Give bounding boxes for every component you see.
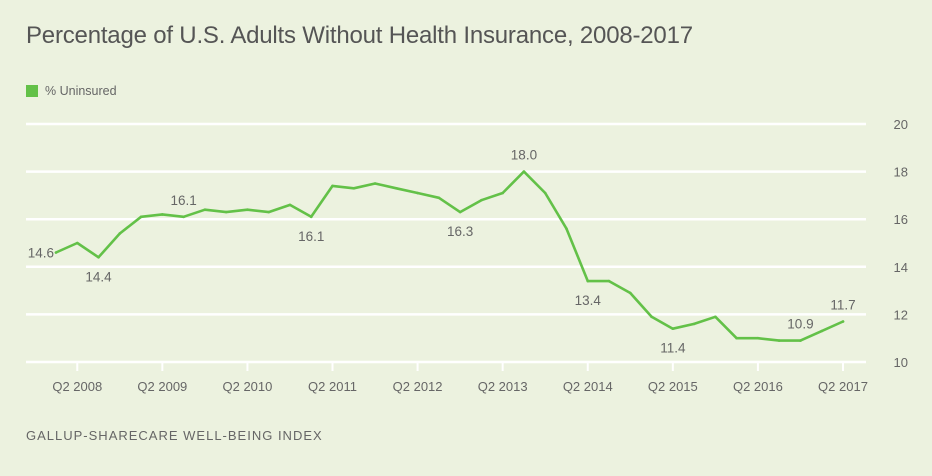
data-point xyxy=(373,182,377,185)
data-point xyxy=(118,232,122,235)
data-point xyxy=(458,210,462,214)
data-point xyxy=(628,291,632,295)
series-group xyxy=(54,170,845,342)
data-point xyxy=(331,184,334,188)
x-tick-label: Q2 2013 xyxy=(478,379,528,394)
data-label: 16.1 xyxy=(170,193,196,208)
data-point xyxy=(714,315,717,319)
data-label: 11.7 xyxy=(830,298,855,313)
legend-swatch xyxy=(26,85,38,97)
x-axis: Q2 2008 Q2 2009 Q2 2010 Q2 2011 Q2 2012 Q2 20… xyxy=(52,362,868,394)
data-point xyxy=(799,339,802,342)
source-note: GALLUP-SHARECARE WELL-BEING INDEX xyxy=(26,428,323,443)
data-point xyxy=(543,191,547,195)
data-point xyxy=(586,279,590,283)
y-axis: 10 12 14 16 18 20 xyxy=(894,117,908,370)
x-tick-label: Q2 2012 xyxy=(393,379,443,394)
data-label: 16.3 xyxy=(447,224,473,239)
x-tick-label: Q2 2014 xyxy=(563,379,613,394)
data-point xyxy=(692,322,696,326)
gridlines xyxy=(26,122,866,364)
series-line-uninsured xyxy=(54,170,845,342)
data-point xyxy=(777,339,781,342)
data-point xyxy=(480,198,483,202)
data-labels: 14.6 14.4 16.1 16.1 16.3 18.0 13.4 11.4 10.9 11.7 xyxy=(28,148,856,356)
data-label: 18.0 xyxy=(511,148,537,163)
data-point xyxy=(671,327,675,330)
data-point xyxy=(203,208,207,211)
legend: % Uninsured xyxy=(26,84,117,98)
data-point xyxy=(97,255,100,259)
data-point xyxy=(246,208,249,211)
data-point xyxy=(416,191,419,195)
data-point xyxy=(501,191,504,195)
x-tick-label: Q2 2009 xyxy=(137,379,187,394)
data-point xyxy=(182,215,185,219)
data-label: 11.4 xyxy=(660,341,686,356)
data-point xyxy=(437,196,441,200)
y-tick-label: 16 xyxy=(894,212,908,227)
y-tick-label: 18 xyxy=(894,165,908,180)
data-point xyxy=(267,210,271,214)
legend-label: % Uninsured xyxy=(45,84,117,98)
x-tick-label: Q2 2015 xyxy=(648,379,698,394)
y-tick-label: 20 xyxy=(894,117,908,132)
data-point xyxy=(309,215,313,219)
data-point xyxy=(352,186,356,190)
data-point xyxy=(288,203,292,207)
data-label: 14.6 xyxy=(28,246,54,261)
y-tick-label: 12 xyxy=(894,307,908,322)
data-point xyxy=(735,336,738,340)
x-tick-label: Q2 2008 xyxy=(52,379,102,394)
data-point xyxy=(841,320,845,323)
data-point xyxy=(395,186,398,190)
x-tick-label: Q2 2011 xyxy=(308,379,357,394)
data-point xyxy=(650,315,653,319)
data-point xyxy=(522,170,526,173)
data-label: 14.4 xyxy=(85,269,112,284)
data-label: 10.9 xyxy=(787,317,813,332)
chart-title: Percentage of U.S. Adults Without Health… xyxy=(26,22,693,49)
data-label: 16.1 xyxy=(298,229,324,244)
data-label: 13.4 xyxy=(575,293,602,308)
data-point xyxy=(139,215,143,219)
x-tick-label: Q2 2017 xyxy=(818,379,868,394)
data-point xyxy=(820,329,824,333)
x-tick-label: Q2 2010 xyxy=(222,379,272,394)
y-tick-label: 10 xyxy=(894,355,908,370)
data-point xyxy=(224,210,228,214)
data-point xyxy=(54,251,58,254)
y-tick-label: 14 xyxy=(894,260,908,275)
data-point xyxy=(161,213,164,216)
data-point xyxy=(756,336,760,340)
data-point xyxy=(75,241,79,245)
data-point xyxy=(565,227,568,231)
data-point xyxy=(607,279,611,283)
x-tick-label: Q2 2016 xyxy=(733,379,783,394)
